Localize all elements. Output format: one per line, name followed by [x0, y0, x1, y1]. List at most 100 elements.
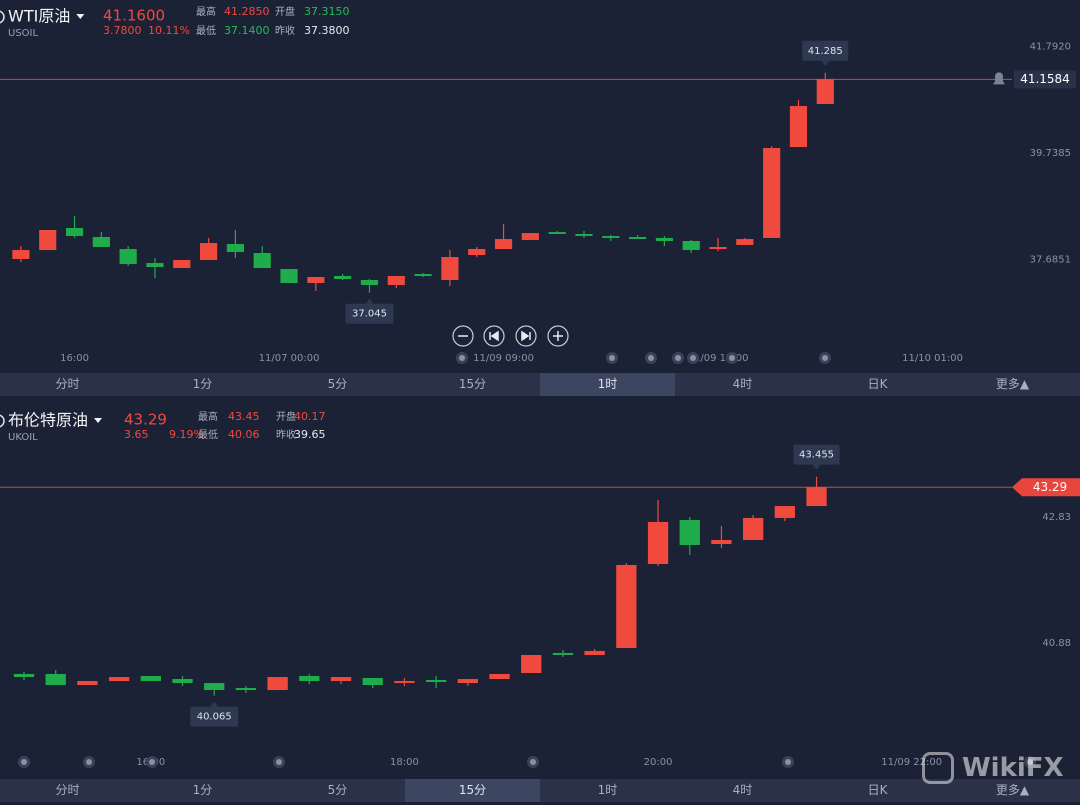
candle-body	[655, 237, 673, 241]
event-dot-core	[785, 759, 791, 765]
period-tab[interactable]: 5分	[327, 783, 348, 797]
candle-body	[806, 487, 827, 507]
period-tab[interactable]: 日K	[867, 783, 888, 797]
event-dot-core	[822, 355, 828, 361]
stat-label: 最低	[198, 428, 218, 441]
period-tab[interactable]: 1分	[192, 783, 213, 797]
period-tab[interactable]: 更多▲	[995, 783, 1030, 797]
stat-label: 开盘	[275, 5, 295, 18]
candle-body	[334, 276, 352, 280]
period-tab[interactable]: 更多▲	[995, 377, 1030, 391]
event-dot-core	[276, 759, 282, 765]
period-tab[interactable]: 4时	[732, 783, 753, 797]
dropdown-caret	[76, 14, 85, 19]
alert-bell	[993, 72, 1005, 85]
high-annotation: 41.285	[808, 46, 843, 57]
stat-value: 40.06	[228, 428, 260, 441]
stat-value: 37.3800	[304, 24, 350, 37]
candle-body	[226, 244, 244, 253]
watermark-text: WikiFX	[962, 753, 1064, 783]
period-bar: 分时 1分 5分 15分 1时 4时 日K 更多▲	[0, 779, 1080, 802]
symbol: UKOIL	[8, 432, 38, 443]
candle-body	[575, 233, 593, 237]
candle-body	[92, 237, 110, 248]
stat-value: 37.1400	[224, 24, 270, 37]
candle-body	[629, 237, 647, 240]
period-tab[interactable]: 日K	[867, 377, 888, 391]
price-tag-label: 41.1584	[1020, 72, 1070, 86]
x-tick-label: 11/09 17:00	[688, 353, 749, 364]
nav-button[interactable]	[515, 325, 537, 347]
symbol: USOIL	[8, 28, 38, 39]
stat-label: 最高	[198, 410, 218, 423]
candle-body	[204, 683, 225, 691]
nav-button-icon	[489, 330, 499, 342]
period-tab[interactable]: 1分	[192, 377, 213, 391]
candle-body	[45, 673, 66, 686]
change: 3.7800	[103, 24, 142, 37]
candle-body	[457, 679, 478, 684]
candle-body	[425, 679, 447, 682]
candle-body	[387, 276, 405, 286]
low-annotation: 40.065	[197, 712, 232, 723]
nav-button[interactable]	[547, 325, 569, 347]
price: 43.29	[124, 411, 167, 429]
candle-body	[414, 274, 432, 277]
price-tag	[1014, 70, 1076, 89]
candle-body	[253, 253, 271, 269]
candle-body	[12, 250, 30, 259]
period-tab[interactable]: 分时	[55, 783, 80, 797]
candle-body	[468, 249, 486, 256]
candle-body	[602, 236, 620, 238]
watermark: WikiFX	[918, 748, 1068, 788]
period-tab[interactable]: 1时	[540, 373, 675, 396]
x-tick-label: 11/10 01:00	[902, 353, 963, 364]
event-dot-core	[648, 355, 654, 361]
event-dot-core	[530, 759, 536, 765]
nav-button[interactable]	[483, 325, 505, 347]
candle-body	[39, 230, 57, 251]
event-dot-core	[729, 355, 735, 361]
candle-body	[13, 673, 35, 678]
high-annotation-box	[802, 40, 849, 61]
candle-body	[307, 276, 325, 284]
period-tab[interactable]: 1时	[597, 783, 618, 797]
nav-button[interactable]	[452, 325, 474, 347]
y-tick-label: 41.7920	[1030, 41, 1071, 52]
y-tick-label: 42.83	[1042, 512, 1071, 523]
candle-body	[280, 269, 298, 284]
stat-label: 昨收	[275, 24, 295, 37]
candle-body	[548, 232, 566, 234]
candle-body	[736, 239, 754, 245]
high-annotation: 43.455	[799, 450, 834, 461]
panel-bg	[0, 0, 1080, 372]
dropdown-caret	[94, 418, 103, 423]
period-tab[interactable]: 分时	[55, 377, 80, 391]
period-tab[interactable]: 4时	[732, 377, 753, 391]
candle-body	[774, 506, 795, 518]
period-tab[interactable]: 5分	[327, 377, 348, 391]
event-dot-core	[21, 759, 27, 765]
candle-body	[647, 521, 669, 565]
low-annotation-box	[345, 303, 394, 324]
high-annotation-box	[793, 444, 840, 465]
candle-body	[330, 677, 352, 682]
candle-body	[584, 650, 605, 655]
logo	[0, 10, 5, 24]
period-tab[interactable]: 15分	[458, 377, 487, 391]
watermark-logo	[922, 752, 954, 784]
candle-body	[763, 147, 781, 238]
period-bar: 分时 1分 5分 15分 1时 4时 日K 更多▲	[0, 373, 1080, 396]
high-annotation-pointer	[812, 464, 821, 470]
y-tick-label: 39.7385	[1030, 148, 1071, 159]
candle-body	[172, 679, 193, 684]
candle-body	[362, 677, 383, 686]
event-dot-core	[675, 355, 681, 361]
candle-body	[682, 240, 700, 251]
period-tab[interactable]: 15分	[405, 779, 540, 802]
event-dot-core	[459, 355, 465, 361]
candle-body	[521, 654, 542, 674]
stat-value: 37.3150	[304, 5, 350, 18]
low-annotation-box	[190, 706, 239, 727]
